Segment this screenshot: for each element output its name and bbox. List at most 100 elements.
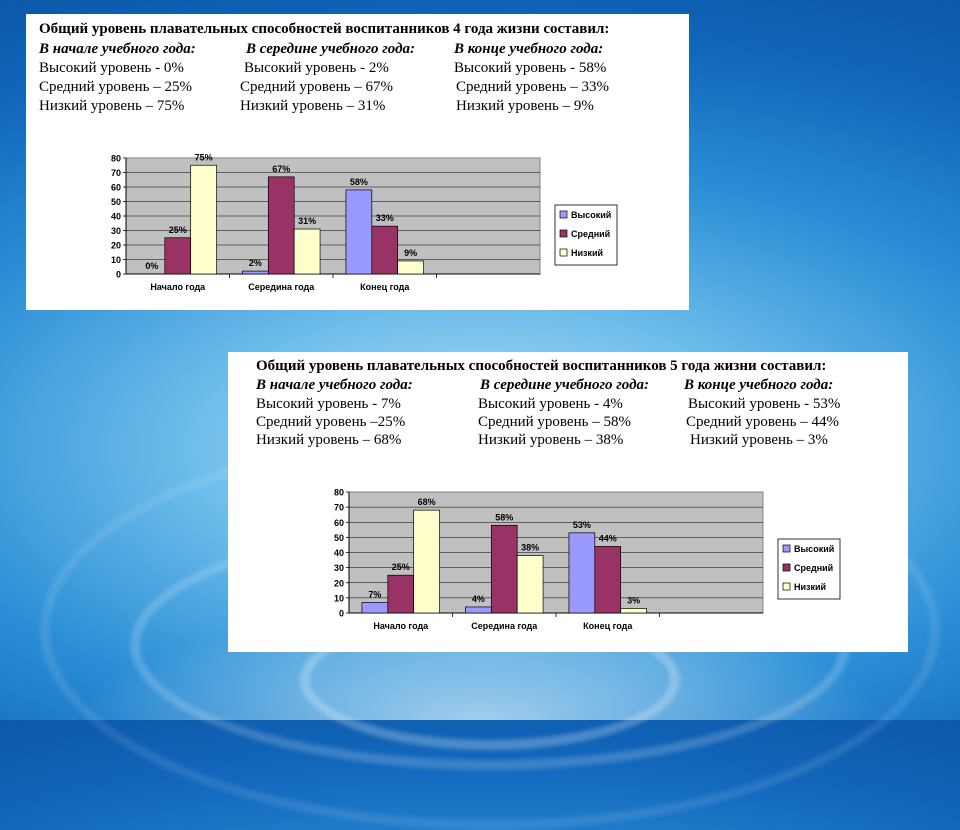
y-tick-label: 30 xyxy=(111,226,121,236)
stat-line: Высокий уровень - 0% xyxy=(39,60,184,76)
bar xyxy=(190,164,217,275)
data-label: 9% xyxy=(404,248,417,258)
legend-swatch xyxy=(559,248,568,257)
column-heading-end: В конце учебного года: xyxy=(684,377,834,393)
stat-line: Средний уровень – 67% xyxy=(240,79,393,95)
data-label: 2% xyxy=(249,258,262,268)
y-tick-label: 40 xyxy=(334,548,344,558)
bar xyxy=(620,608,647,614)
legend-label: Низкий xyxy=(571,248,603,258)
data-label: 44% xyxy=(599,533,617,543)
y-tick-label: 50 xyxy=(334,533,344,543)
bar xyxy=(164,237,192,275)
legend-label: Низкий xyxy=(794,582,826,592)
bar xyxy=(568,532,596,614)
stat-line: Средний уровень – 25% xyxy=(39,79,192,95)
y-tick-label: 10 xyxy=(334,593,344,603)
data-label: 33% xyxy=(376,213,394,223)
bar xyxy=(361,602,389,614)
bar-chart-age-5: 0 10 20 30 40 50 60 70 80 Начало года 7% 25% 68% Сере… xyxy=(334,488,841,631)
stat-line: Высокий уровень - 4% xyxy=(478,396,623,412)
y-tick-label: 50 xyxy=(111,197,121,207)
bar xyxy=(516,555,544,614)
x-tick-label: Середина года xyxy=(471,621,538,631)
stat-line: Высокий уровень - 2% xyxy=(244,60,389,76)
stat-line: Высокий уровень - 7% xyxy=(256,396,401,412)
legend: Высокий Средний Низкий xyxy=(777,538,841,600)
data-label: 3% xyxy=(627,595,640,605)
legend: Высокий Средний Низкий xyxy=(554,204,618,266)
y-tick-label: 80 xyxy=(111,154,121,164)
stat-line: Низкий уровень – 31% xyxy=(240,98,386,114)
legend-swatch xyxy=(782,563,791,572)
data-label: 4% xyxy=(472,594,485,604)
y-tick-label: 0 xyxy=(339,609,344,619)
data-label: 31% xyxy=(298,216,316,226)
x-tick-label: Конец года xyxy=(583,621,633,631)
column-heading-start: В начале учебного года: xyxy=(39,41,196,57)
bar xyxy=(465,606,492,614)
stat-line: Низкий уровень – 38% xyxy=(478,432,624,448)
panel-title: Общий уровень плавательных способностей … xyxy=(256,358,827,374)
bar xyxy=(293,228,321,275)
legend-swatch xyxy=(559,210,568,219)
data-label: 67% xyxy=(272,164,290,174)
y-tick-label: 70 xyxy=(111,168,121,178)
stat-line: Низкий уровень – 75% xyxy=(39,98,185,114)
legend-label: Средний xyxy=(794,563,833,573)
data-label: 0% xyxy=(145,261,158,271)
data-label: 75% xyxy=(195,152,213,162)
column-heading-middle: В середине учебного года: xyxy=(246,41,416,57)
y-tick-label: 20 xyxy=(111,241,121,251)
column-heading-end: В конце учебного года: xyxy=(454,41,604,57)
bar xyxy=(242,270,269,275)
bar xyxy=(387,574,415,614)
x-tick-label: Конец года xyxy=(360,282,410,292)
stat-line: Низкий уровень – 9% xyxy=(456,98,594,114)
bar-chart-age-4: 0 10 20 30 40 50 60 70 80 Начало года 0% 25% 75% Сере… xyxy=(111,152,618,292)
stat-line: Высокий уровень - 58% xyxy=(454,60,607,76)
legend-label: Высокий xyxy=(571,210,611,220)
stat-line: Низкий уровень – 68% xyxy=(256,432,402,448)
x-tick-label: Середина года xyxy=(248,282,315,292)
y-tick-label: 40 xyxy=(111,212,121,222)
y-tick-label: 60 xyxy=(334,518,344,528)
stat-line: Средний уровень – 33% xyxy=(456,79,609,95)
y-tick-label: 20 xyxy=(334,578,344,588)
legend-label: Высокий xyxy=(794,544,834,554)
legend-swatch xyxy=(782,582,791,591)
x-tick-label: Начало года xyxy=(373,621,429,631)
data-label: 68% xyxy=(418,497,436,507)
report-panel-age-5: Общий уровень плавательных способностей … xyxy=(228,352,908,652)
data-label: 53% xyxy=(573,520,591,530)
y-tick-label: 60 xyxy=(111,183,121,193)
data-label: 25% xyxy=(392,562,410,572)
data-label: 58% xyxy=(350,177,368,187)
bar xyxy=(413,509,440,614)
y-tick-label: 10 xyxy=(111,255,121,265)
bar xyxy=(371,225,399,275)
bar xyxy=(594,546,622,614)
stat-line: Высокий уровень - 53% xyxy=(688,396,841,412)
y-tick-label: 0 xyxy=(116,270,121,280)
stat-line: Средний уровень – 44% xyxy=(686,414,839,430)
legend-swatch xyxy=(559,229,568,238)
y-tick-label: 30 xyxy=(334,563,344,573)
stat-line: Низкий уровень – 3% xyxy=(690,432,828,448)
stat-line: Средний уровень –25% xyxy=(256,414,406,430)
data-label: 7% xyxy=(368,589,381,599)
data-label: 25% xyxy=(169,225,187,235)
data-label: 58% xyxy=(495,512,513,522)
bar xyxy=(345,189,373,275)
panel-title: Общий уровень плавательных способностей … xyxy=(39,21,610,37)
bar xyxy=(490,524,518,614)
column-heading-start: В начале учебного года: xyxy=(256,377,413,393)
stat-line: Средний уровень – 58% xyxy=(478,414,631,430)
x-tick-label: Начало года xyxy=(150,282,206,292)
y-tick-label: 70 xyxy=(334,503,344,513)
legend-swatch xyxy=(782,544,791,553)
bar xyxy=(267,176,295,275)
legend-label: Средний xyxy=(571,229,610,239)
data-label: 38% xyxy=(521,543,539,553)
y-tick-label: 80 xyxy=(334,488,344,498)
